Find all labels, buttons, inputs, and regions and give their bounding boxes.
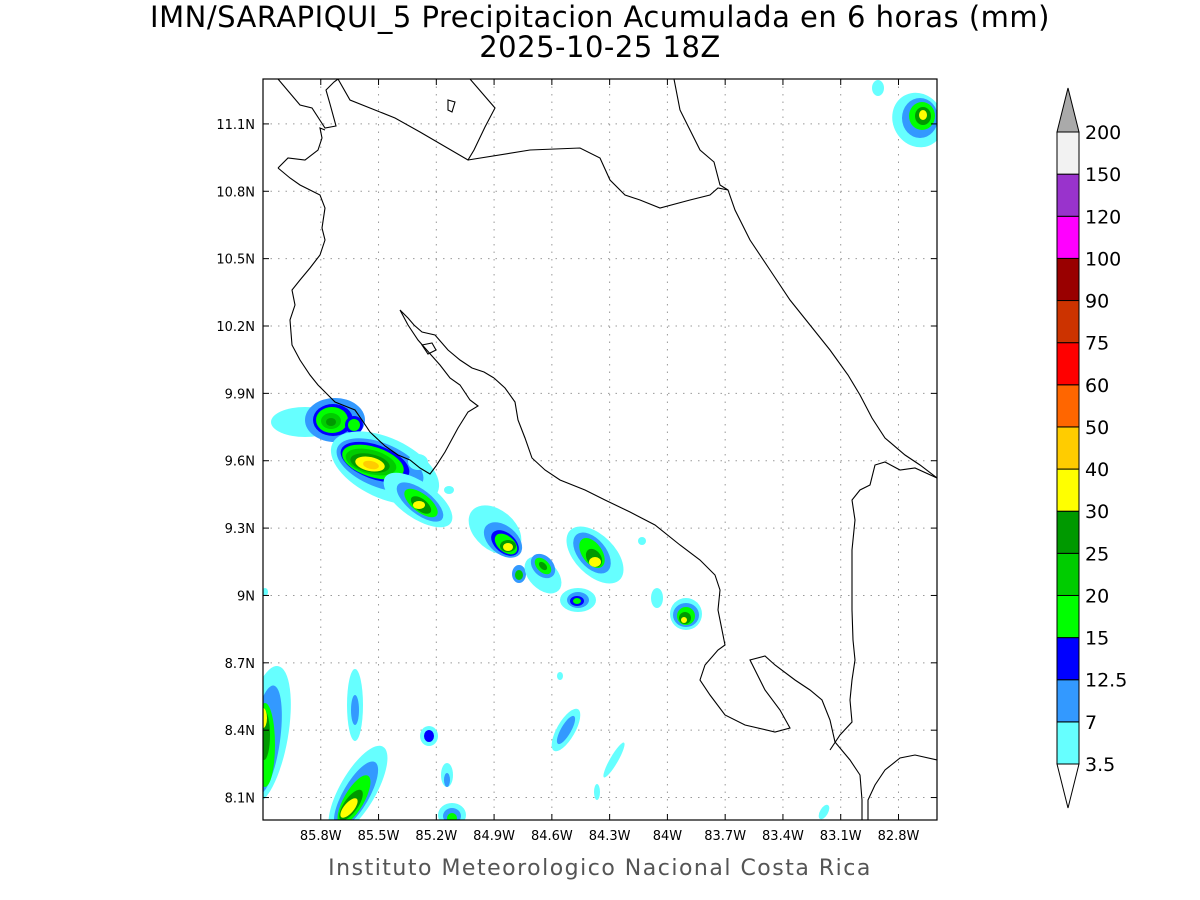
latitude-axis: 11.1N 10.8N 10.5N 10.2N 9.9N 9.6N 9.3N 9N 8.7N 8.… — [216, 118, 937, 807]
rain-cell-nicoya-north — [271, 398, 365, 442]
rain-cell-quepos — [566, 526, 646, 584]
rain-cell-south-2 — [420, 726, 466, 820]
x-tick-label: 83.4W — [762, 829, 804, 844]
colorbar-swatch — [1056, 552, 1080, 596]
colorbar-swatch — [1056, 426, 1080, 470]
colorbar-label: 20 — [1085, 585, 1109, 607]
longitude-axis: 85.8W 85.5W 85.2W 84.9W 84.6W 84.3W 84W 83.7W 83… — [300, 79, 920, 844]
x-tick-label: 84.3W — [589, 829, 631, 844]
colorbar-swatch — [1056, 594, 1080, 639]
y-tick-label: 9.9N — [225, 387, 255, 402]
colorbar-swatch — [1056, 215, 1080, 259]
map-title: IMN/SARAPIQUI_5 Precipitacion Acumulada … — [0, 2, 1200, 62]
colorbar-label: 12.5 — [1085, 670, 1127, 692]
colorbar-swatch — [1056, 679, 1080, 723]
colorbar-swatch — [1056, 131, 1080, 175]
colorbar-label: 7 — [1085, 712, 1097, 734]
colorbar-label: 100 — [1085, 248, 1121, 270]
colorbar-swatch — [1056, 721, 1080, 765]
colorbar: 3.5 7 12.5 15 20 25 30 40 50 60 75 90 100 120 150 200 — [1056, 87, 1127, 809]
y-tick-label: 9.3N — [225, 522, 255, 537]
colorbar-label: 50 — [1085, 417, 1109, 439]
colorbar-label: 200 — [1085, 122, 1121, 144]
x-tick-label: 85.2W — [415, 829, 457, 844]
x-tick-label: 84.6W — [531, 829, 573, 844]
rain-cell-south-3 — [551, 672, 830, 820]
rain-cell-dominical — [651, 588, 702, 630]
colorbar-label: 15 — [1085, 628, 1109, 650]
y-tick-label: 9.6N — [225, 455, 255, 470]
colorbar-swatch — [1056, 637, 1080, 681]
x-tick-label: 83.7W — [704, 829, 746, 844]
colorbar-upper-arrow — [1056, 87, 1080, 133]
colorbar-label: 150 — [1085, 164, 1121, 186]
x-tick-label: 83.1W — [820, 829, 862, 844]
map-frame — [262, 78, 938, 821]
y-tick-label: 8.1N — [225, 792, 255, 807]
title-line-2: 2025-10-25 18Z — [479, 30, 721, 64]
rain-cell-nicoya-central — [330, 431, 440, 505]
rain-cell-southwest-edge — [263, 588, 291, 805]
colorbar-swatch — [1056, 468, 1080, 512]
colorbar-label: 120 — [1085, 206, 1121, 228]
y-tick-label: 10.5N — [216, 253, 255, 268]
colorbar-label: 3.5 — [1085, 754, 1115, 776]
colorbar-swatch — [1056, 257, 1080, 302]
rain-cell-puntarenas — [468, 505, 526, 583]
colorbar-label: 25 — [1085, 543, 1109, 565]
y-tick-label: 8.7N — [225, 657, 255, 672]
rain-cell-south-1 — [328, 669, 388, 820]
rain-cell-jaco — [524, 553, 596, 612]
colorbar-label: 75 — [1085, 333, 1109, 355]
coastline — [277, 79, 937, 820]
rain-cell-nicoya-south — [383, 472, 454, 528]
rain-cell-caribbean — [872, 80, 937, 148]
y-tick-label: 8.4N — [225, 724, 255, 739]
title-line-1: IMN/SARAPIQUI_5 Precipitacion Acumulada … — [150, 0, 1050, 34]
x-tick-label: 85.8W — [300, 829, 342, 844]
colorbar-swatch — [1056, 173, 1080, 217]
y-tick-label: 9N — [237, 589, 255, 604]
colorbar-label: 60 — [1085, 375, 1109, 397]
colorbar-lower-arrow — [1056, 763, 1080, 809]
colorbar-swatch — [1056, 342, 1080, 386]
colorbar-label: 30 — [1085, 501, 1109, 523]
x-tick-label: 84W — [653, 829, 683, 844]
precipitation-field — [263, 80, 937, 820]
colorbar-swatch — [1056, 384, 1080, 428]
x-tick-label: 82.8W — [878, 829, 920, 844]
footer-credit: Instituto Meteorologico Nacional Costa R… — [328, 856, 872, 881]
colorbar-swatch — [1056, 510, 1080, 554]
colorbar-swatch — [1056, 300, 1080, 344]
colorbar-label: 40 — [1085, 459, 1109, 481]
y-tick-label: 10.8N — [216, 185, 255, 200]
y-tick-label: 11.1N — [216, 118, 255, 133]
x-tick-label: 85.5W — [358, 829, 400, 844]
y-tick-label: 10.2N — [216, 320, 255, 335]
x-tick-label: 84.9W — [473, 829, 515, 844]
colorbar-label: 90 — [1085, 291, 1109, 313]
